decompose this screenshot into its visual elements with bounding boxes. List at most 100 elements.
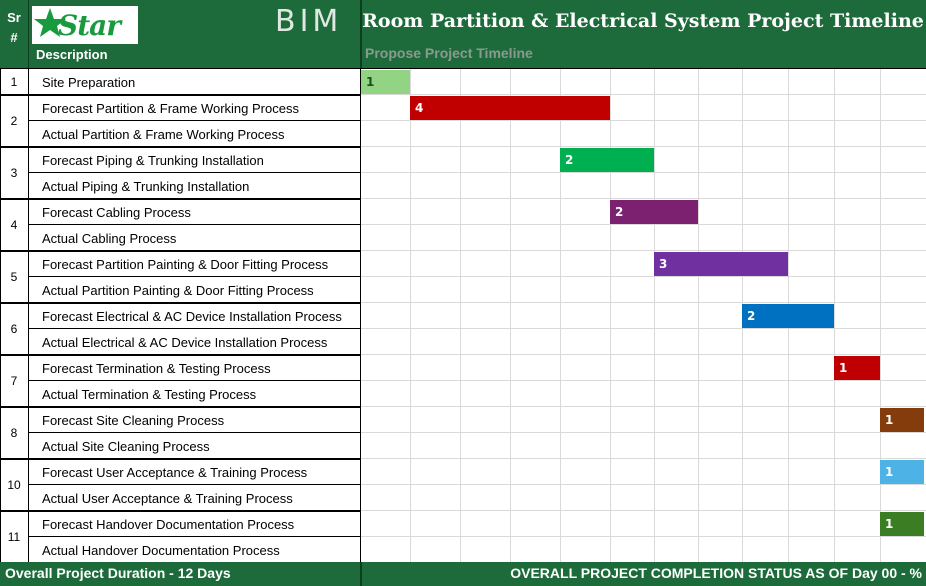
sr-cell: 1 [10,75,18,89]
gantt-bar: 1 [361,70,410,94]
timeline-row-line [361,380,926,381]
bim-logo: BIM [275,4,343,39]
description-header: Description [36,47,108,62]
timeline-row-line [361,198,926,199]
timeline-row-line [361,94,926,95]
timeline-row-line [361,432,926,433]
sr-header-text: Sr # [7,10,21,45]
footer-bar [0,562,926,586]
timeline-row-line [361,510,926,511]
header-bar [0,0,926,68]
group-border [0,250,360,252]
footer-divider [360,562,362,586]
page-title: Room Partition & Electrical System Proje… [362,10,924,32]
task-description: Forecast Partition Painting & Door Fitti… [42,257,329,272]
task-description: Actual Handover Documentation Process [42,543,280,558]
sr-cell: 4 [10,218,18,232]
timeline-row-line [361,328,926,329]
sr-cell: 8 [10,426,18,440]
task-description: Actual Cabling Process [42,231,177,246]
sr-cell: 2 [10,114,18,128]
task-border [28,172,360,173]
sr-cell: 11 [7,530,21,544]
left-border [0,69,1,563]
task-description: Forecast Site Cleaning Process [42,413,225,428]
header-divider-sr [28,0,29,68]
sr-cell: 3 [10,166,18,180]
star-logo-text: Star [58,9,121,42]
header-divider-main [360,0,362,68]
day-column-line [610,69,611,563]
star-logo-icon [34,8,66,37]
gantt-bar: 1 [880,460,924,484]
timeline-row-line [361,536,926,537]
task-border [28,432,360,433]
gantt-bar: 1 [880,408,924,432]
group-border [0,146,360,148]
completion-status: OVERALL PROJECT COMPLETION STATUS AS OF … [510,565,922,581]
gantt-bar: 3 [654,252,788,276]
day-column-line [410,69,411,563]
timeline-row-line [361,120,926,121]
sr-border [28,69,29,563]
group-border [0,458,360,460]
task-border [28,380,360,381]
task-description: Actual Electrical & AC Device Installati… [42,335,328,350]
task-border [28,224,360,225]
timeline-row-line [361,458,926,459]
desc-border [360,69,361,563]
timeline-row-line [361,354,926,355]
timeline-row-line [361,224,926,225]
day-column-line [698,69,699,563]
top-border [0,68,926,69]
gantt-bar: 2 [610,200,698,224]
task-description: Forecast User Acceptance & Training Proc… [42,465,308,480]
gantt-bar: 2 [742,304,834,328]
day-column-line [460,69,461,563]
day-column-line [510,69,511,563]
star-logo: Star [32,6,138,44]
timeline-subtitle: Propose Project Timeline [365,45,533,61]
timeline-row-line [361,172,926,173]
timeline-row-line [361,302,926,303]
task-description: Forecast Partition & Frame Working Proce… [42,101,299,116]
day-column-line [880,69,881,563]
timeline-row-line [361,250,926,251]
sr-cell: 10 [7,478,21,492]
task-description: Actual Site Cleaning Process [42,439,210,454]
task-description: Actual Partition Painting & Door Fitting… [42,283,314,298]
day-column-line [834,69,835,563]
task-description: Actual Piping & Trunking Installation [42,179,250,194]
task-description: Site Preparation [42,75,136,90]
task-border [28,328,360,329]
sr-cell: 5 [10,270,18,284]
task-description: Forecast Electrical & AC Device Installa… [42,309,342,324]
timeline-row-line [361,406,926,407]
sr-cell: 6 [10,322,18,336]
task-description: Actual Partition & Frame Working Process [42,127,285,142]
task-border [28,484,360,485]
group-border [0,94,360,96]
group-border [0,198,360,200]
group-border [0,406,360,408]
sr-header: Sr # [0,8,28,48]
group-border [0,354,360,356]
task-description: Forecast Handover Documentation Process [42,517,295,532]
task-description: Actual User Acceptance & Training Proces… [42,491,293,506]
task-description: Actual Termination & Testing Process [42,387,257,402]
timeline-row-line [361,276,926,277]
gantt-bar: 4 [410,96,610,120]
day-column-line [654,69,655,563]
task-description: Forecast Termination & Testing Process [42,361,271,376]
day-column-line [560,69,561,563]
project-duration: Overall Project Duration - 12 Days [5,565,231,581]
timeline-row-line [361,146,926,147]
gantt-bar: 1 [834,356,880,380]
task-border [28,120,360,121]
gantt-bar: 2 [560,148,654,172]
group-border [0,510,360,512]
sr-cell: 7 [10,374,18,388]
task-description: Forecast Cabling Process [42,205,191,220]
task-border [28,536,360,537]
